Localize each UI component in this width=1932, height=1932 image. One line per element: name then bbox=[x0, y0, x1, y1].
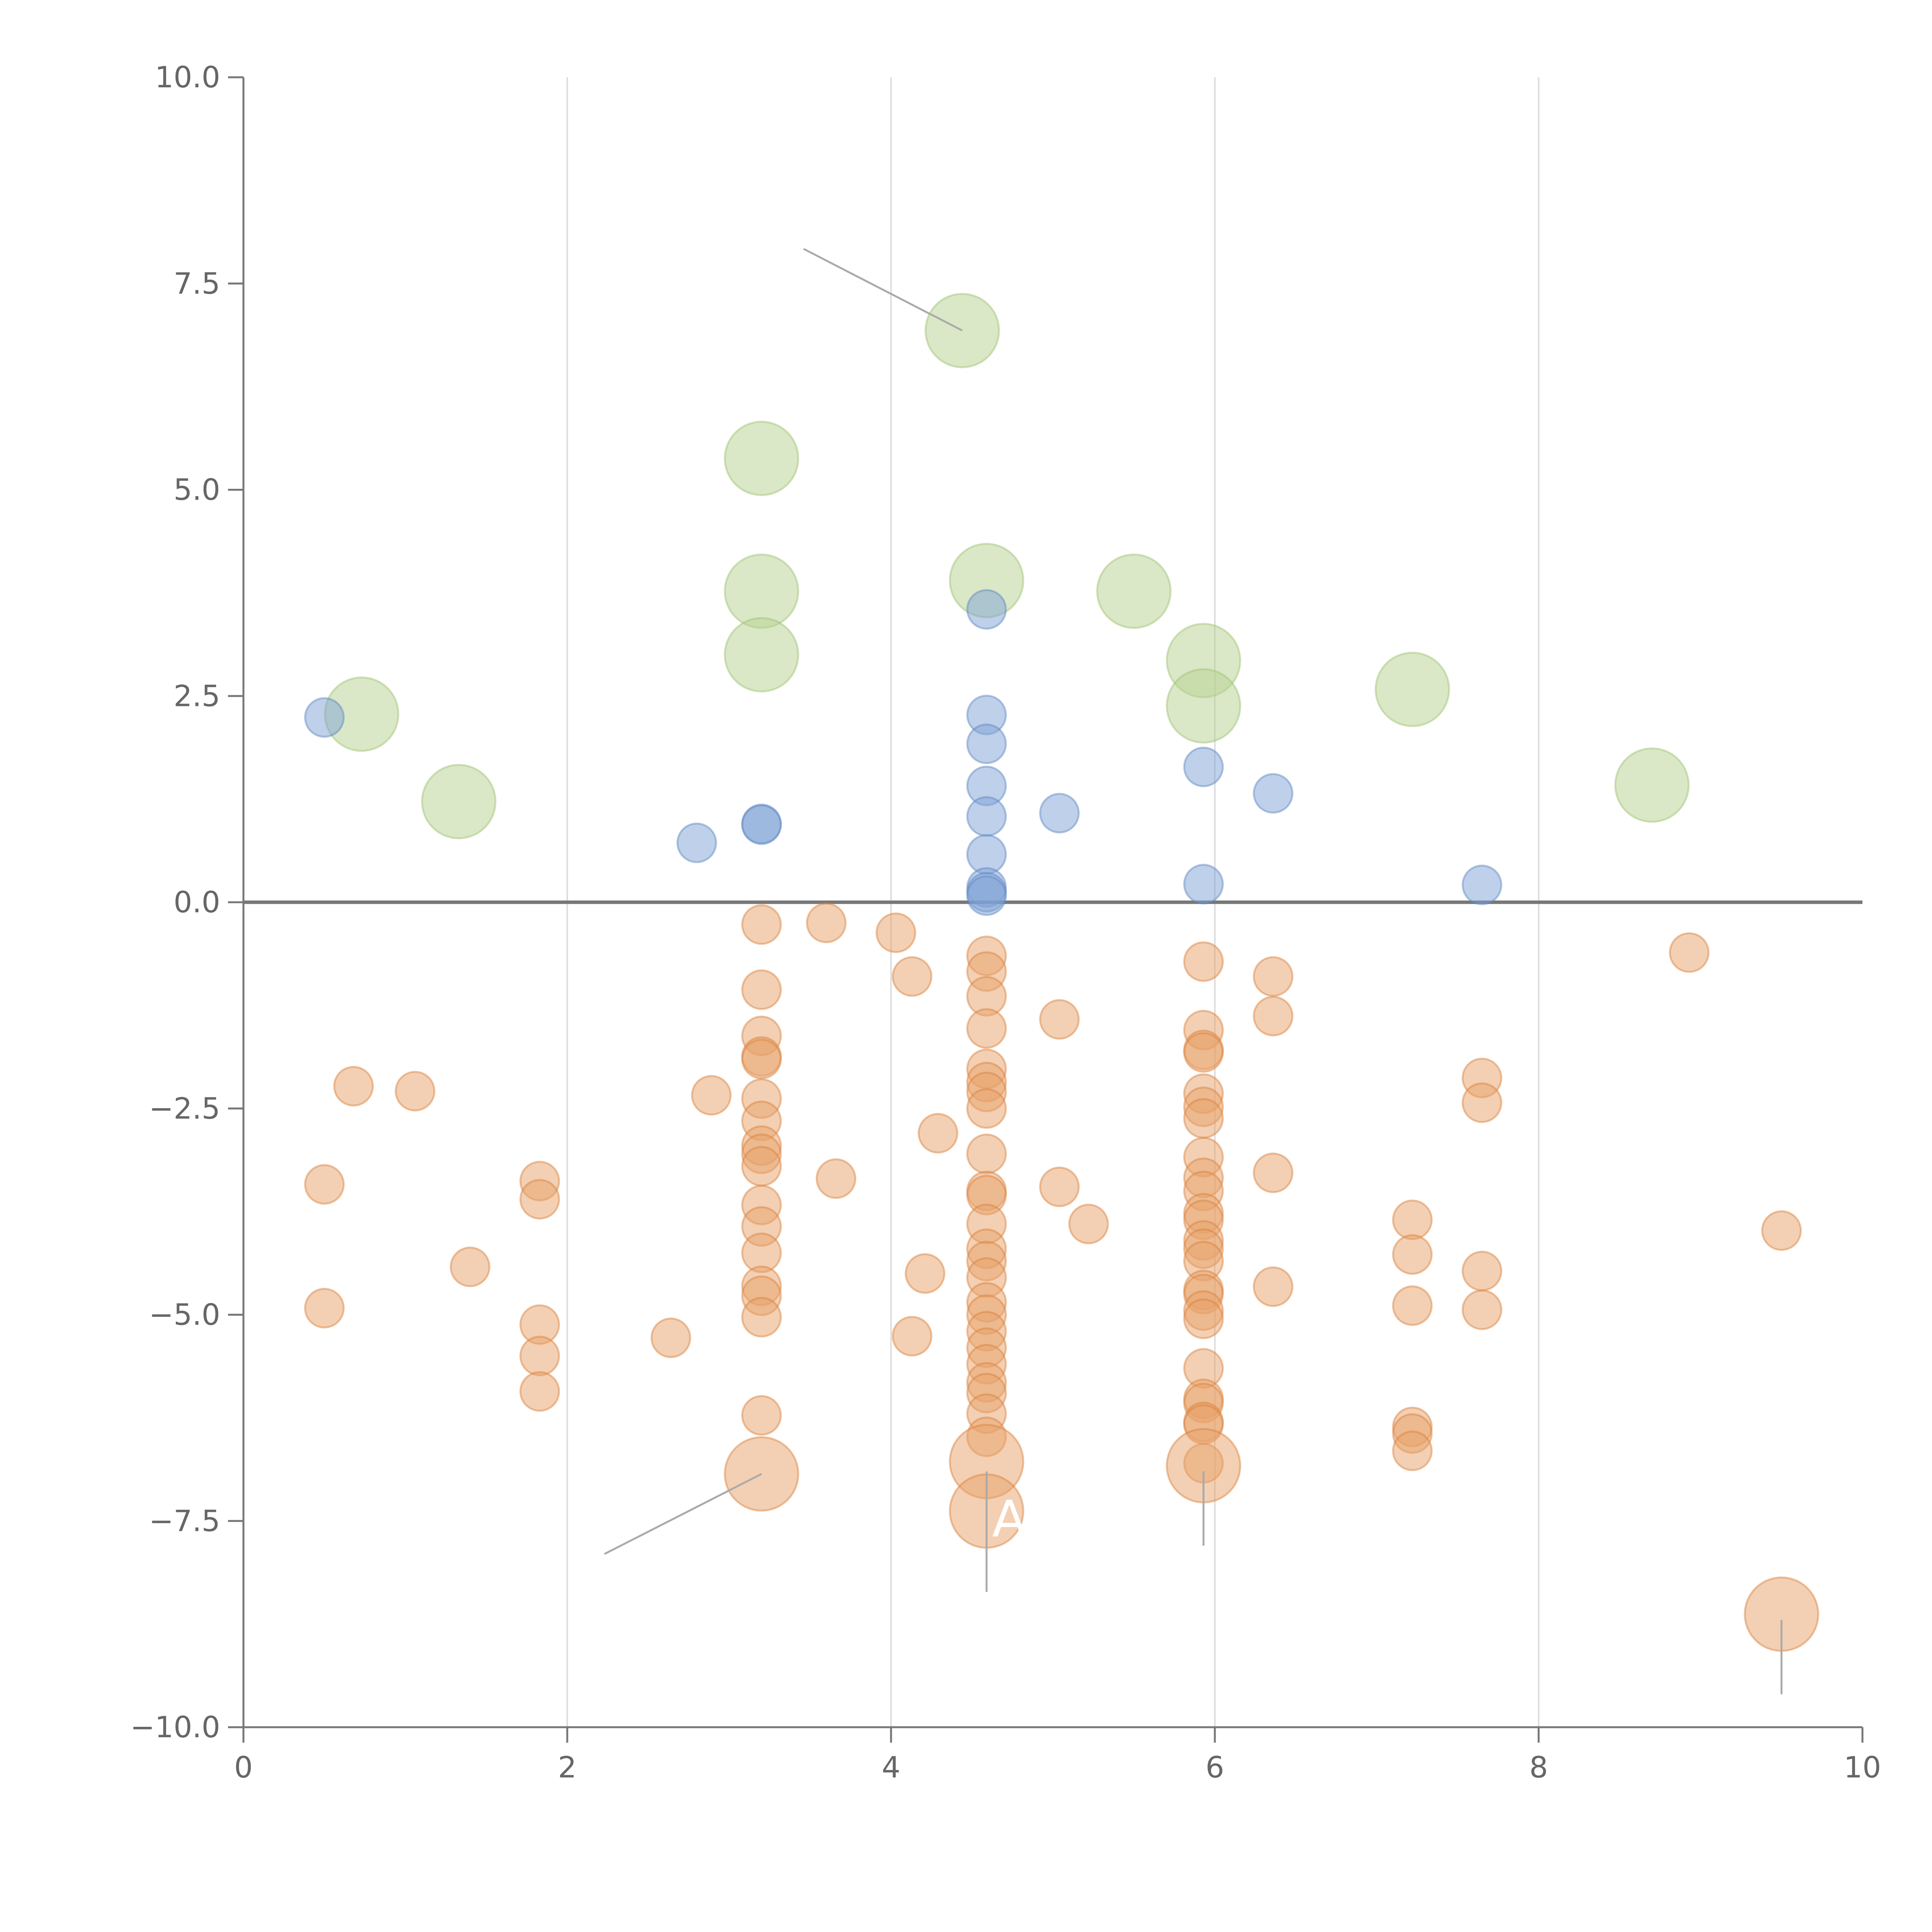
negative-small-point bbox=[519, 1371, 560, 1412]
leader-line bbox=[803, 248, 963, 332]
points-layer bbox=[304, 293, 1819, 1652]
negative-small-point bbox=[905, 1253, 946, 1294]
y-tick-label: −10.0 bbox=[130, 1710, 220, 1744]
positive-large-point bbox=[1166, 668, 1242, 744]
negative-small-point bbox=[876, 912, 917, 953]
negative-small-point bbox=[741, 1395, 782, 1436]
negative-small-point bbox=[891, 1316, 932, 1357]
x-tick-label: 2 bbox=[558, 1750, 577, 1784]
negative-small-point bbox=[450, 1247, 491, 1287]
negative-small-point bbox=[1392, 1285, 1433, 1326]
positive-large-point bbox=[1096, 553, 1172, 629]
negative-small-point bbox=[1253, 996, 1294, 1037]
positive-small-point bbox=[1253, 773, 1294, 814]
negative-small-point bbox=[333, 1066, 374, 1107]
negative-small-point bbox=[1461, 1250, 1502, 1291]
positive-large-point bbox=[724, 553, 799, 629]
negative-small-point bbox=[1669, 932, 1710, 973]
negative-small-point bbox=[1392, 1199, 1433, 1240]
x-tick-label: 8 bbox=[1529, 1750, 1548, 1784]
negative-small-point bbox=[816, 1158, 857, 1199]
y-tick-label: −2.5 bbox=[149, 1091, 220, 1126]
negative-small-point bbox=[1461, 1082, 1502, 1123]
y-tick-label: 7.5 bbox=[173, 266, 220, 301]
leader-line bbox=[604, 1473, 762, 1555]
negative-small-point bbox=[650, 1317, 691, 1358]
negative-small-point bbox=[1183, 941, 1224, 982]
positive-small-point bbox=[676, 822, 717, 863]
negative-small-point bbox=[691, 1075, 732, 1116]
negative-small-point bbox=[966, 1133, 1007, 1174]
negative-small-point bbox=[304, 1164, 345, 1205]
negative-small-point bbox=[1253, 1266, 1294, 1307]
negative-small-point bbox=[1183, 1098, 1224, 1139]
positive-small-point bbox=[966, 723, 1007, 764]
negative-small-point bbox=[966, 1088, 1007, 1129]
label-layer: A bbox=[992, 1490, 1026, 1548]
negative-small-point bbox=[1761, 1210, 1802, 1251]
x-tick-label: 6 bbox=[1206, 1750, 1224, 1784]
y-tick-label: −7.5 bbox=[149, 1503, 220, 1538]
negative-small-point bbox=[1039, 1167, 1080, 1208]
positive-large-point bbox=[724, 420, 799, 496]
negative-small-point bbox=[918, 1113, 959, 1154]
y-tick-label: 5.0 bbox=[173, 473, 220, 507]
positive-small-point bbox=[1461, 864, 1502, 905]
negative-small-point bbox=[1068, 1204, 1109, 1245]
positive-small-point bbox=[1183, 864, 1224, 905]
y-tick-label: 2.5 bbox=[173, 679, 220, 713]
negative-small-point bbox=[1039, 999, 1080, 1040]
positive-large-point bbox=[724, 617, 799, 692]
negative-small-point bbox=[1392, 1234, 1433, 1275]
positive-small-point bbox=[1183, 747, 1224, 787]
positive-small-point bbox=[966, 796, 1007, 837]
negative-small-point bbox=[966, 1008, 1007, 1049]
positive-small-point bbox=[1039, 793, 1080, 833]
negative-small-point bbox=[1392, 1430, 1433, 1471]
x-tick-label: 10 bbox=[1844, 1750, 1881, 1784]
negative-small-point bbox=[395, 1071, 435, 1112]
negative-small-point bbox=[741, 1297, 782, 1338]
positive-large-point bbox=[1614, 747, 1690, 823]
negative-small-point bbox=[741, 1146, 782, 1187]
negative-small-point bbox=[1253, 1152, 1294, 1193]
x-tick-label: 4 bbox=[882, 1750, 900, 1784]
negative-small-point bbox=[519, 1335, 560, 1376]
negative-small-point bbox=[1183, 1032, 1224, 1073]
annotation-label: A bbox=[992, 1490, 1026, 1548]
negative-small-point bbox=[519, 1179, 560, 1220]
positive-large-point bbox=[1374, 651, 1450, 727]
negative-small-point bbox=[1461, 1289, 1502, 1330]
x-tick-label: 0 bbox=[234, 1750, 253, 1784]
positive-small-point bbox=[304, 697, 345, 738]
negative-small-point bbox=[741, 1039, 782, 1080]
y-tick-label: −5.0 bbox=[149, 1298, 220, 1332]
negative-small-point bbox=[741, 969, 782, 1010]
y-tick-label: 0.0 bbox=[173, 885, 220, 919]
positive-small-point bbox=[966, 589, 1007, 630]
negative-small-point bbox=[1253, 956, 1294, 997]
y-tick-label: 10.0 bbox=[155, 60, 220, 94]
negative-small-point bbox=[891, 956, 932, 997]
positive-small-point bbox=[966, 875, 1007, 916]
leader-layer bbox=[604, 248, 1782, 1694]
negative-small-point bbox=[741, 904, 782, 945]
positive-small-point bbox=[741, 804, 782, 845]
axes-layer: 0 2 4 6 8 10 10.0 7.5 5.0 2.5 0.0 −2.5 −5.0 −7.5 −10.0 bbox=[130, 60, 1881, 1784]
positive-large-point bbox=[421, 764, 497, 840]
negative-small-point bbox=[304, 1287, 345, 1328]
negative-small-point bbox=[1183, 1298, 1224, 1339]
negative-small-point bbox=[806, 902, 847, 943]
